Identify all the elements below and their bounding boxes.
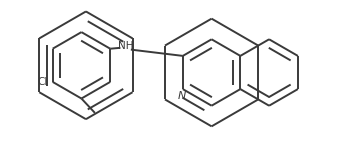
- Text: NH: NH: [118, 41, 133, 51]
- Text: N: N: [178, 91, 186, 101]
- Text: Cl: Cl: [38, 77, 48, 87]
